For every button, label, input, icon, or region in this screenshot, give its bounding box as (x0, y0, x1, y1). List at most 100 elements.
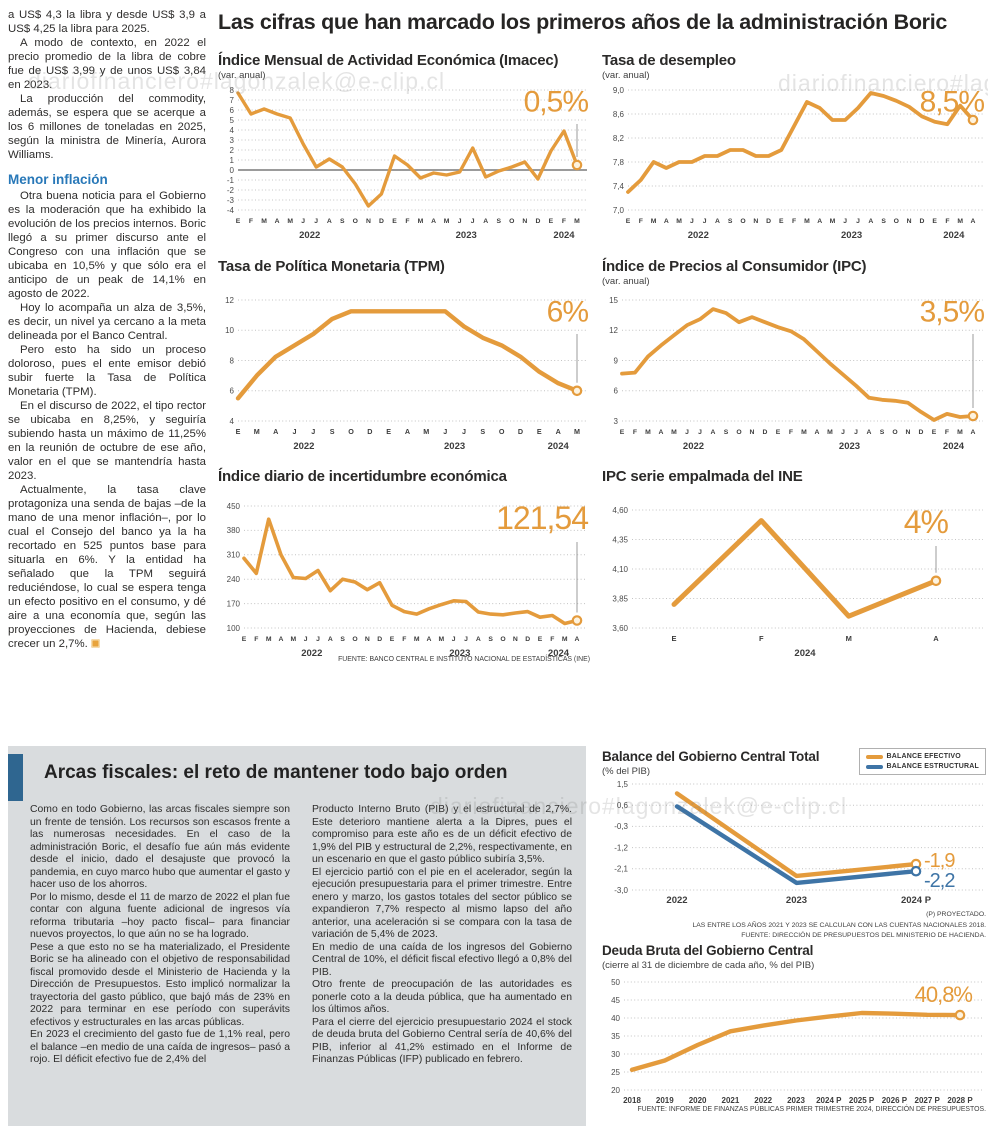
svg-text:2026 P: 2026 P (882, 1096, 908, 1105)
svg-text:E: E (390, 636, 395, 643)
chart-title: Deuda Bruta del Gobierno Central (602, 943, 814, 958)
svg-text:D: D (763, 429, 768, 436)
svg-text:M: M (438, 636, 444, 643)
chart-desempleo: Tasa de desempleo (var. anual) 9,0 8,6 8,2… (602, 52, 986, 242)
svg-text:12: 12 (225, 296, 234, 305)
svg-text:1: 1 (230, 156, 235, 165)
svg-text:1,5: 1,5 (617, 780, 629, 789)
svg-text:M: M (444, 218, 450, 225)
chart-tpm: Tasa de Política Monetaria (TPM) 12 10 8 6 4… (218, 258, 590, 453)
footnote: (P) PROYECTADO. (926, 911, 986, 918)
svg-text:6: 6 (614, 387, 619, 396)
svg-text:2023: 2023 (841, 230, 862, 241)
svg-text:2022: 2022 (666, 895, 687, 906)
svg-text:2023: 2023 (786, 895, 807, 906)
svg-text:F: F (562, 218, 566, 225)
svg-text:D: D (766, 218, 771, 225)
svg-text:4: 4 (230, 417, 235, 426)
svg-text:A: A (279, 636, 284, 643)
legend-item-estructural: BALANCE ESTRUCTURAL (865, 763, 979, 770)
ipc-plot: 15 12 9 6 3 E F M A M J J A S O N D E F M A M J J A S O N D E F M A 2022 2… (602, 288, 986, 453)
svg-text:170: 170 (227, 599, 241, 608)
svg-text:M: M (671, 429, 677, 436)
svg-text:E: E (236, 427, 241, 436)
svg-text:E: E (549, 218, 554, 225)
svg-text:J: J (314, 218, 318, 225)
svg-text:J: J (293, 427, 297, 436)
svg-text:S: S (488, 636, 493, 643)
feature-paragraph: Otro frente de preocupación de las autor… (312, 979, 572, 1015)
svg-text:6: 6 (230, 387, 235, 396)
feature-paragraph: Pese a que esto no se ha materializado, … (30, 941, 290, 1028)
svg-text:3,60: 3,60 (612, 624, 628, 633)
chart-ipc-empalmada: IPC serie empalmada del INE 4,60 4,35 4,10… (602, 468, 986, 660)
svg-text:2019: 2019 (656, 1096, 674, 1105)
svg-text:40,8%: 40,8% (915, 982, 973, 1007)
svg-text:D: D (518, 427, 523, 436)
svg-text:7,0: 7,0 (613, 206, 625, 215)
footnote: LAS ENTRE LOS AÑOS 2021 Y 2023 SE CALCUL… (692, 921, 986, 929)
article-column: a US$ 4,3 la libra y desde US$ 3,9 a US$… (8, 8, 206, 651)
svg-text:A: A (868, 218, 873, 225)
svg-text:S: S (330, 427, 335, 436)
svg-text:M: M (414, 636, 420, 643)
svg-text:N: N (365, 636, 370, 643)
svg-text:O: O (509, 218, 514, 225)
svg-text:-3,0: -3,0 (614, 886, 628, 895)
svg-text:50: 50 (611, 978, 620, 987)
svg-text:121,54: 121,54 (496, 500, 588, 536)
svg-text:4%: 4% (904, 504, 949, 540)
svg-text:N: N (906, 429, 911, 436)
chart-title: Índice diario de incertidumbre económica (218, 468, 507, 485)
article-subhead: Menor inflación (8, 172, 108, 187)
chart-balance: Balance del Gobierno Central Total BALAN… (602, 748, 986, 942)
svg-text:J: J (462, 427, 466, 436)
balance-plot: 1,5 0,6 -0,3 -1,2 -2,1 -3,0 2022 2023 2024 P -1,9… (602, 778, 986, 908)
svg-text:J: J (301, 218, 305, 225)
svg-text:J: J (698, 429, 702, 436)
svg-text:2024: 2024 (943, 230, 965, 241)
svg-text:E: E (538, 636, 543, 643)
svg-text:J: J (464, 636, 468, 643)
deuda-plot: 50 45 40 35 30 25 20 2018 2019 2020 2021 2022 2023 20… (602, 972, 986, 1110)
svg-text:D: D (919, 429, 924, 436)
svg-text:-1,9: -1,9 (924, 850, 955, 872)
svg-text:O: O (740, 218, 745, 225)
svg-text:7,4: 7,4 (613, 182, 625, 191)
svg-text:E: E (620, 429, 625, 436)
svg-text:S: S (340, 218, 345, 225)
chart-source: FUENTE: BANCO CENTRAL E INSTITUTO NACION… (338, 656, 590, 663)
svg-text:J: J (304, 636, 308, 643)
svg-text:M: M (266, 636, 272, 643)
article-end-icon (90, 639, 100, 648)
tpm-plot: 12 10 8 6 4 E M A J J S O D E A M J J S O D E A M 2022 2023 2024 6% (218, 288, 590, 453)
svg-text:D: D (379, 218, 384, 225)
svg-text:F: F (789, 429, 793, 436)
svg-text:2023: 2023 (839, 441, 860, 452)
feature-paragraph: En 2023 el crecimiento del gasto fue de … (30, 1029, 290, 1065)
svg-text:O: O (352, 636, 357, 643)
svg-text:N: N (753, 218, 758, 225)
svg-text:D: D (919, 218, 924, 225)
svg-text:7: 7 (230, 96, 235, 105)
svg-text:40: 40 (611, 1014, 620, 1023)
svg-text:E: E (671, 634, 676, 643)
svg-text:A: A (273, 427, 278, 436)
svg-text:5: 5 (230, 116, 235, 125)
svg-text:2024: 2024 (548, 441, 570, 452)
svg-text:F: F (550, 636, 554, 643)
svg-text:A: A (476, 636, 481, 643)
svg-text:M: M (804, 218, 810, 225)
svg-text:N: N (366, 218, 371, 225)
svg-text:J: J (311, 427, 315, 436)
svg-text:7,8: 7,8 (613, 158, 625, 167)
svg-text:-1: -1 (227, 176, 235, 185)
svg-text:2022: 2022 (293, 441, 314, 452)
svg-text:-3: -3 (227, 196, 235, 205)
chart-source: FUENTE: INFORME DE FINANZAS PÚBLICAS PRI… (637, 1106, 986, 1113)
feature-paragraph: En medio de una caída de los ingresos de… (312, 941, 572, 978)
svg-text:M: M (827, 429, 833, 436)
svg-text:J: J (458, 218, 462, 225)
svg-text:2023: 2023 (787, 1096, 805, 1105)
chart-subtitle: (var. anual) (602, 70, 650, 81)
